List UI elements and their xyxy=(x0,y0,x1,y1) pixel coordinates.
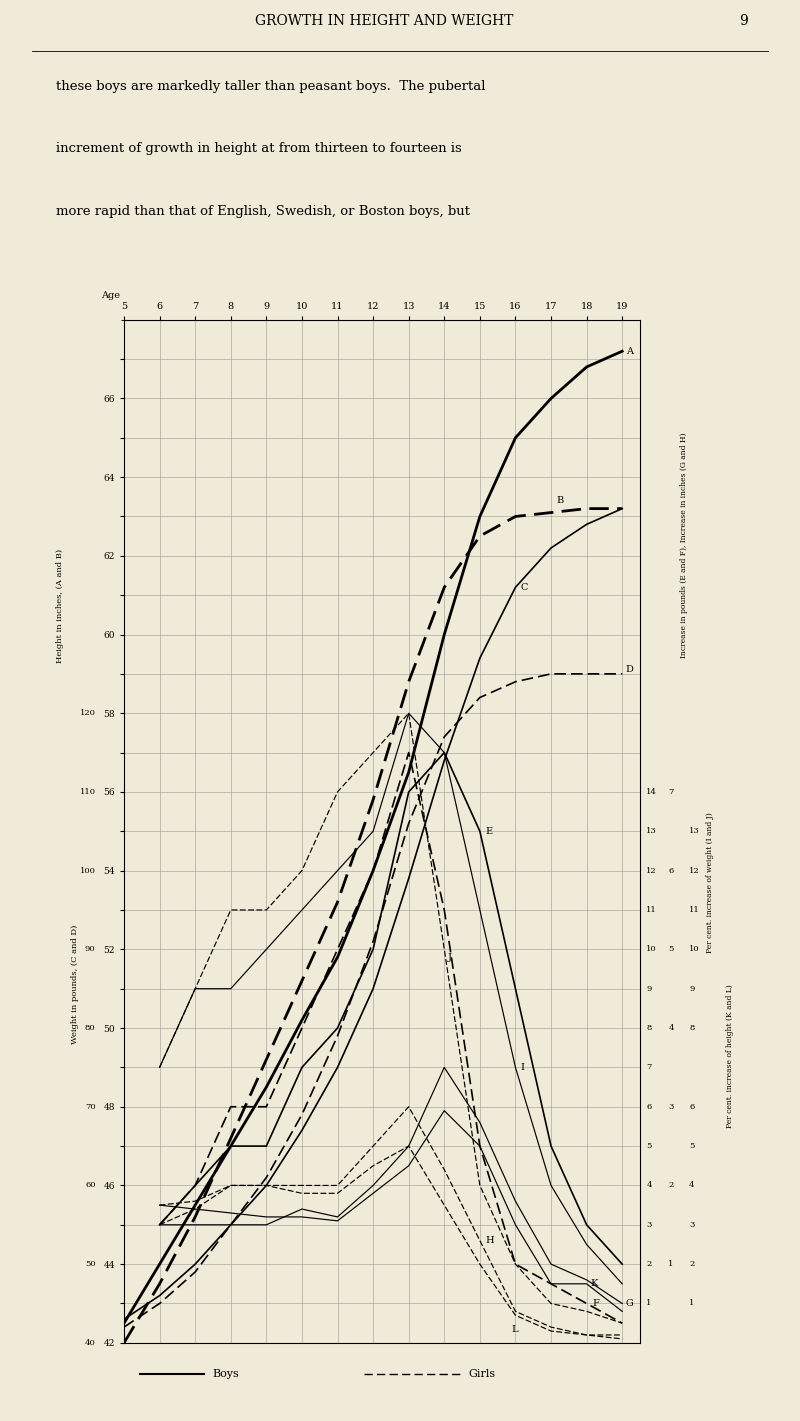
Text: 12: 12 xyxy=(689,867,700,875)
Text: 1: 1 xyxy=(689,1299,694,1307)
Text: 80: 80 xyxy=(85,1025,96,1032)
Text: I: I xyxy=(521,1063,525,1071)
Text: 8: 8 xyxy=(689,1025,694,1032)
Text: 3: 3 xyxy=(646,1221,651,1229)
Text: 4: 4 xyxy=(668,1025,674,1032)
Text: 11: 11 xyxy=(689,907,700,914)
Text: 3: 3 xyxy=(689,1221,694,1229)
Text: 14: 14 xyxy=(646,787,657,796)
Text: Per cent. increase of height (K and L): Per cent. increase of height (K and L) xyxy=(726,985,734,1128)
Text: L: L xyxy=(512,1324,518,1333)
Text: 90: 90 xyxy=(85,945,96,953)
Text: B: B xyxy=(556,496,564,506)
Text: Weight in pounds, (C and D): Weight in pounds, (C and D) xyxy=(71,925,79,1044)
Text: 12: 12 xyxy=(646,867,657,875)
Text: 2: 2 xyxy=(668,1181,674,1189)
Text: increment of growth in height at from thirteen to fourteen is: increment of growth in height at from th… xyxy=(56,142,462,155)
Text: 13: 13 xyxy=(646,827,657,836)
Text: 2: 2 xyxy=(646,1260,651,1268)
Text: 1: 1 xyxy=(646,1299,651,1307)
Text: 2: 2 xyxy=(689,1260,694,1268)
Text: 5: 5 xyxy=(646,1142,651,1150)
Text: 7: 7 xyxy=(668,787,674,796)
Text: more rapid than that of English, Swedish, or Boston boys, but: more rapid than that of English, Swedish… xyxy=(56,205,470,217)
Text: 5: 5 xyxy=(689,1142,694,1150)
Text: 11: 11 xyxy=(646,907,657,914)
Text: J: J xyxy=(448,952,452,962)
Text: 110: 110 xyxy=(80,787,96,796)
Text: these boys are markedly taller than peasant boys.  The pubertal: these boys are markedly taller than peas… xyxy=(56,80,486,92)
Text: 8: 8 xyxy=(646,1025,651,1032)
Text: 10: 10 xyxy=(689,945,700,953)
Text: Per cent. increase of weight (I and J): Per cent. increase of weight (I and J) xyxy=(706,811,714,953)
Text: 50: 50 xyxy=(85,1260,96,1268)
Text: 3: 3 xyxy=(668,1103,674,1111)
Text: 40: 40 xyxy=(85,1339,96,1347)
Text: 4: 4 xyxy=(646,1181,652,1189)
Text: F: F xyxy=(592,1299,599,1307)
Text: Age: Age xyxy=(101,291,120,300)
Text: 1: 1 xyxy=(668,1260,674,1268)
Text: H: H xyxy=(485,1236,494,1245)
Text: 6: 6 xyxy=(668,867,674,875)
Text: Increase in pounds (E and F), Increase in inches (G and H): Increase in pounds (E and F), Increase i… xyxy=(680,432,688,658)
Text: D: D xyxy=(626,665,634,675)
Text: 120: 120 xyxy=(80,709,96,718)
Text: 100: 100 xyxy=(80,867,96,875)
Text: 9: 9 xyxy=(646,985,651,993)
Text: 7: 7 xyxy=(646,1063,651,1071)
Text: Girls: Girls xyxy=(468,1368,495,1380)
Text: K: K xyxy=(590,1279,598,1289)
Text: 9: 9 xyxy=(689,985,694,993)
Text: C: C xyxy=(521,583,528,591)
Text: 5: 5 xyxy=(668,945,674,953)
Text: 60: 60 xyxy=(85,1181,96,1189)
Text: 10: 10 xyxy=(646,945,657,953)
Text: A: A xyxy=(626,347,633,355)
Text: 6: 6 xyxy=(689,1103,694,1111)
Text: 70: 70 xyxy=(85,1103,96,1111)
Text: Height in inches, (A and B): Height in inches, (A and B) xyxy=(55,549,63,664)
Text: G: G xyxy=(626,1299,634,1307)
Text: E: E xyxy=(485,827,492,836)
Text: 13: 13 xyxy=(689,827,700,836)
Text: Boys: Boys xyxy=(212,1368,238,1380)
Text: 6: 6 xyxy=(646,1103,651,1111)
Text: 9: 9 xyxy=(740,14,748,28)
Text: GROWTH IN HEIGHT AND WEIGHT: GROWTH IN HEIGHT AND WEIGHT xyxy=(255,14,513,28)
Text: 4: 4 xyxy=(689,1181,694,1189)
